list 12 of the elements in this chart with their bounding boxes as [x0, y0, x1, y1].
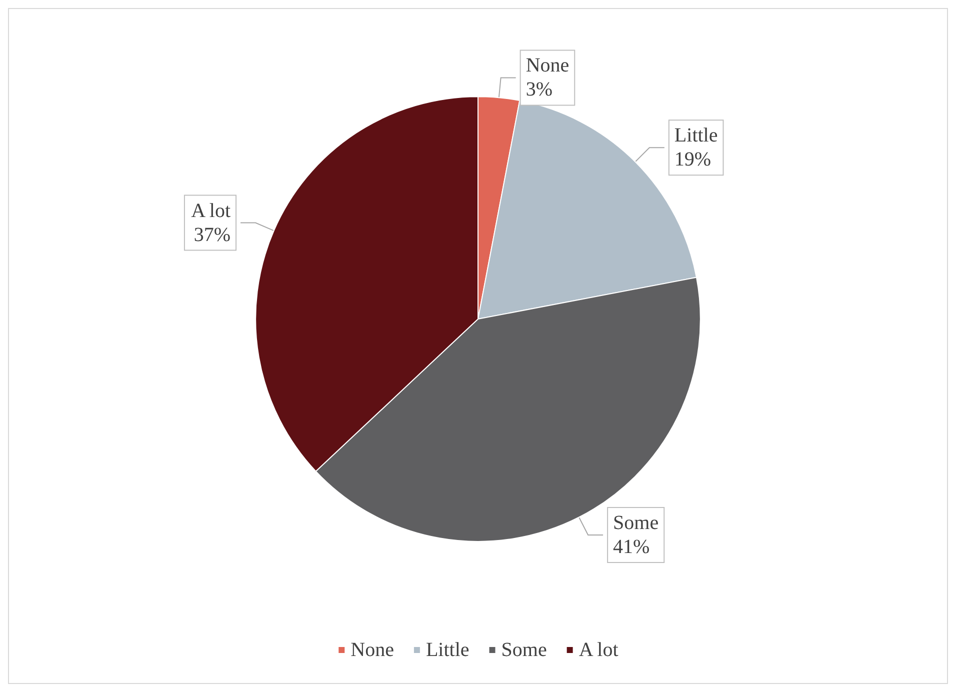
legend-label: Little — [426, 639, 470, 661]
data-label: 37% — [194, 224, 231, 246]
data-label: 3% — [526, 78, 552, 101]
slice-label: A lot — [191, 200, 231, 222]
legend-label: Some — [501, 639, 547, 661]
data-label: 41% — [613, 536, 650, 558]
data-label: 19% — [674, 148, 712, 171]
slice-label: Some — [613, 512, 659, 534]
slice-label: None — [526, 54, 570, 77]
legend-label: A lot — [578, 639, 619, 661]
legend-label: None — [350, 639, 394, 661]
slice-label: Little — [674, 124, 718, 147]
